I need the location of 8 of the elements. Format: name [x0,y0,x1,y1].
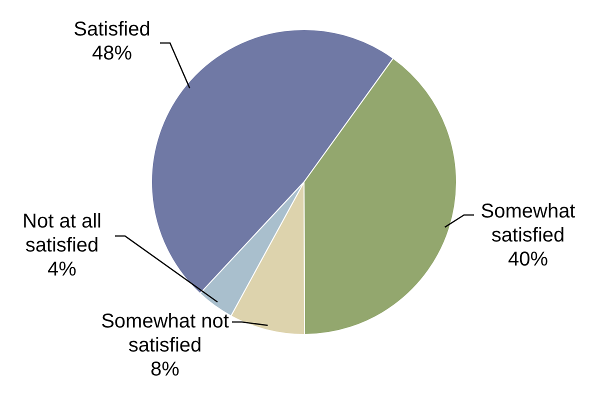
data-label: 8% [150,358,180,381]
data-label: 4% [48,258,77,281]
data-label: 48% [92,42,132,65]
slice-label: Not at all satisfied [22,210,102,257]
slice-label: Somewhat not satisfied [101,310,230,357]
slice-label: Somewhat satisfied [480,200,576,247]
data-label: 40% [508,248,548,271]
slice-label: Satisfied [74,18,150,41]
